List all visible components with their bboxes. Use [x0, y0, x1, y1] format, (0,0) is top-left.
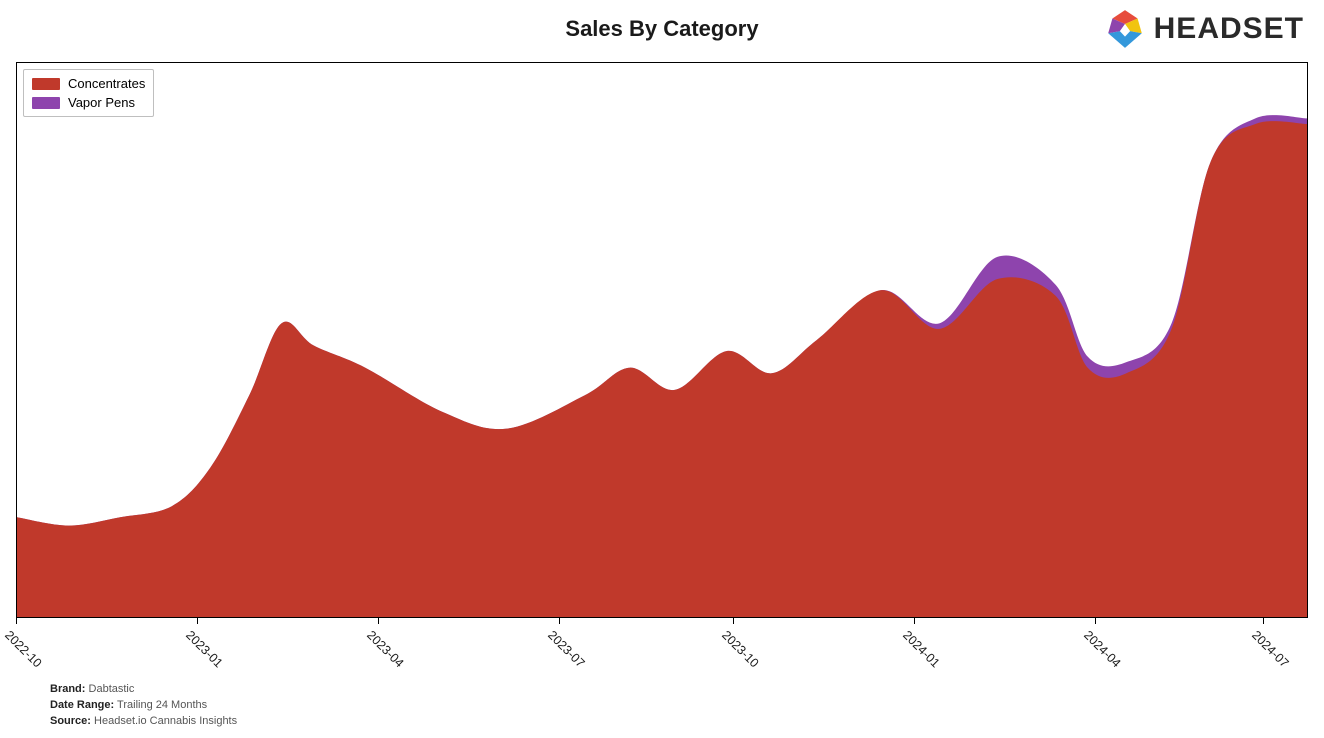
footer-daterange-row: Date Range: Trailing 24 Months — [50, 698, 237, 714]
x-tick-label: 2023-10 — [719, 628, 761, 670]
area-chart — [17, 63, 1307, 617]
legend: Concentrates Vapor Pens — [23, 69, 154, 117]
legend-label: Concentrates — [68, 76, 145, 91]
footer-daterange-value: Trailing 24 Months — [117, 699, 207, 711]
x-axis-ticks: 2022-102023-012023-042023-072023-102024-… — [16, 622, 1308, 672]
logo-text: HEADSET — [1154, 12, 1304, 46]
chart-container: Sales By Category HEADSET ConcentratesVa… — [0, 0, 1324, 738]
footer-daterange-label: Date Range: — [50, 699, 114, 711]
x-tick-label: 2023-01 — [183, 628, 225, 670]
x-tick-label: 2023-07 — [545, 628, 587, 670]
footer-source-value: Headset.io Cannabis Insights — [94, 715, 237, 727]
x-tick-label: 2024-07 — [1249, 628, 1291, 670]
legend-label: Vapor Pens — [68, 95, 135, 110]
x-tick-label: 2024-01 — [900, 628, 942, 670]
chart-footer: Brand: Dabtastic Date Range: Trailing 24… — [50, 682, 237, 730]
logo-icon — [1104, 8, 1146, 50]
legend-swatch — [32, 97, 60, 109]
footer-brand-row: Brand: Dabtastic — [50, 682, 237, 698]
footer-brand-value: Dabtastic — [89, 683, 135, 695]
footer-source-label: Source: — [50, 715, 91, 727]
plot-area: Concentrates Vapor Pens — [16, 62, 1308, 618]
x-tick-label: 2023-04 — [364, 628, 406, 670]
x-tick-label: 2022-10 — [2, 628, 44, 670]
x-tick-label: 2024-04 — [1081, 628, 1123, 670]
legend-item: Vapor Pens — [32, 93, 145, 112]
footer-brand-label: Brand: — [50, 683, 85, 695]
legend-swatch — [32, 78, 60, 90]
logo: HEADSET — [1104, 8, 1304, 50]
footer-source-row: Source: Headset.io Cannabis Insights — [50, 714, 237, 730]
legend-item: Concentrates — [32, 74, 145, 93]
